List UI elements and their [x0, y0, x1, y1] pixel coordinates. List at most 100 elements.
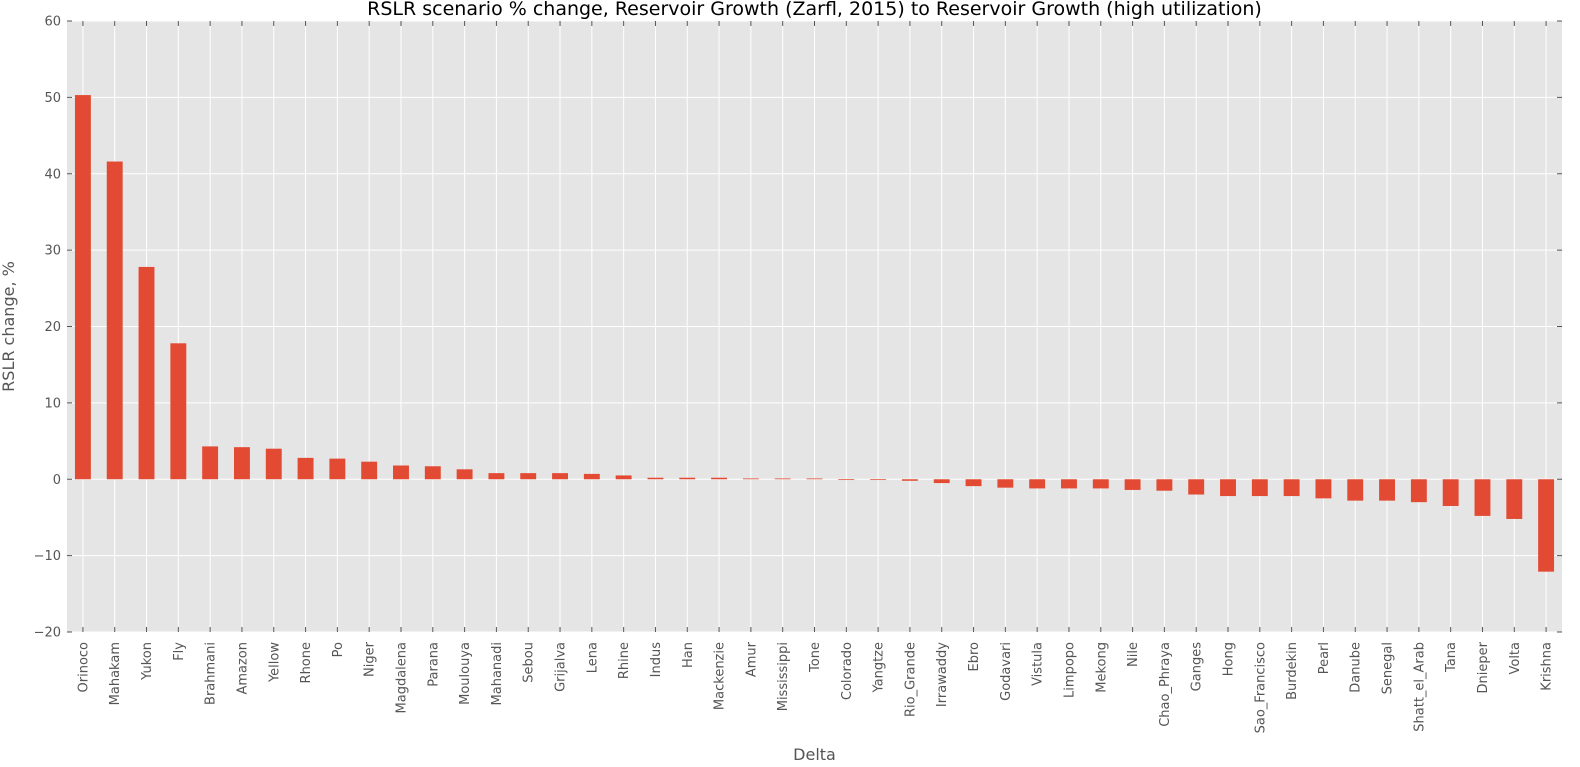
x-tick-label: Pearl: [1317, 642, 1332, 674]
bar-ebro: [965, 479, 982, 487]
bar-mekong: [1092, 479, 1109, 489]
x-tick-label: Sebou: [522, 642, 537, 683]
bar-brahmani: [202, 446, 219, 480]
x-tick-label: Lena: [585, 642, 600, 673]
x-tick-label: Ganges: [1190, 642, 1205, 692]
y-axis-label: RSLR change, %: [0, 261, 18, 392]
x-tick-label: Moulouya: [458, 642, 473, 705]
x-tick-label: Volta: [1508, 642, 1523, 675]
bar-orinoco: [74, 95, 91, 480]
x-tick-label: Yellow: [267, 642, 282, 683]
x-tick-label: Mackenzie: [713, 642, 728, 710]
bar-mississippi: [774, 478, 791, 480]
x-tick-label: Hong: [1222, 642, 1237, 676]
x-tick-label: Magdalena: [394, 642, 409, 713]
bar-magdalena: [393, 465, 409, 480]
x-tick-label: Colorado: [840, 642, 855, 700]
x-tick-label: Krishna: [1540, 642, 1555, 691]
y-tick-label: 30: [44, 244, 61, 259]
bar-han: [679, 477, 696, 480]
x-tick-label: Irrawaddy: [935, 642, 950, 707]
bar-grijalva: [552, 473, 568, 480]
bar-vistula: [1029, 479, 1046, 489]
x-tick-label: Po: [331, 642, 346, 657]
bar-volta: [1506, 479, 1523, 519]
bar-moulouya: [456, 469, 473, 480]
x-tick-label: Orinoco: [76, 642, 91, 693]
x-tick-label: Ebro: [967, 642, 982, 672]
y-tick-label: 0: [53, 473, 61, 488]
x-tick-label: Yangtze: [872, 642, 887, 694]
bar-dnieper: [1474, 479, 1491, 516]
x-tick-label: Mississippi: [776, 642, 791, 711]
bar-hong: [1220, 479, 1236, 497]
bar-mahanadi: [488, 473, 505, 480]
bar-amazon: [233, 447, 250, 480]
x-tick-label: Niger: [363, 641, 378, 677]
x-tick-label: Shatt_el_Arab: [1412, 642, 1427, 732]
bar-godavari: [997, 479, 1014, 488]
y-tick-label: 50: [44, 91, 61, 106]
bar-po: [329, 458, 346, 480]
bar-yukon: [138, 266, 155, 480]
bar-niger: [361, 461, 378, 480]
bars: [74, 95, 1555, 572]
bar-sao-francisco: [1251, 479, 1268, 497]
x-tick-label: Burdekin: [1285, 642, 1300, 700]
x-tick-label: Indus: [649, 642, 664, 678]
x-tick-label: Tana: [1444, 642, 1459, 673]
bar-fly: [170, 343, 187, 480]
bar-sebou: [520, 473, 537, 480]
x-axis-label: Delta: [793, 745, 836, 764]
x-tick-label: Brahmani: [204, 642, 219, 705]
x-tick-label: Mekong: [1094, 642, 1109, 693]
bar-burdekin: [1283, 479, 1300, 497]
bar-mackenzie: [711, 477, 728, 480]
bar-tana: [1442, 479, 1459, 506]
x-tick-label: Chao_Phraya: [1158, 642, 1173, 727]
x-tick-label: Tone: [808, 642, 823, 673]
chart-title: RSLR scenario % change, Reservoir Growth…: [367, 0, 1262, 20]
x-tick-label: Mahakam: [108, 642, 123, 705]
bar-mahakam: [106, 161, 123, 480]
bar-ganges: [1188, 479, 1205, 495]
bar-irrawaddy: [933, 479, 950, 484]
bar-yellow: [265, 448, 282, 480]
y-tick-label: 40: [44, 167, 61, 182]
bar-tone: [806, 478, 823, 480]
bar-chao-phraya: [1156, 479, 1173, 491]
bar-yangtze: [870, 479, 887, 481]
y-tick-label: 10: [44, 396, 61, 411]
x-tick-label: Yukon: [140, 642, 155, 681]
bar-lena: [583, 473, 600, 480]
bar-nile: [1124, 479, 1141, 490]
x-tick-label: Dnieper: [1476, 641, 1491, 693]
x-tick-label: Amazon: [235, 642, 250, 695]
bar-rhone: [297, 457, 314, 480]
bar-danube: [1347, 479, 1364, 501]
axes: −20 −10 0 10 20 30 40 50 60 Orinoco Mahakam Yukon Fl…: [34, 15, 1562, 733]
y-tick-label: 60: [44, 15, 61, 30]
x-tick-label: Senegal: [1381, 642, 1396, 694]
bar-shatt-el-arab: [1410, 479, 1427, 503]
x-tick-label: Rhine: [617, 642, 632, 679]
x-tick-label: Nile: [1126, 642, 1141, 667]
x-tick-label: Mahanadi: [490, 642, 505, 705]
y-tick-label: −10: [34, 549, 61, 564]
bar-krishna: [1538, 479, 1555, 572]
bar-indus: [647, 477, 664, 480]
x-tick-label: Rhone: [299, 642, 314, 683]
x-tick-label: Fly: [172, 642, 187, 661]
bar-rhine: [615, 475, 632, 480]
x-tick-label: Godavari: [999, 642, 1014, 701]
bar-rio-grande: [901, 479, 918, 481]
bar-pearl: [1315, 479, 1332, 499]
x-tick-label: Limpopo: [1062, 642, 1077, 698]
bar-amur: [742, 478, 759, 480]
y-tick-label: 20: [44, 320, 61, 335]
x-tick-label: Vistula: [1031, 642, 1046, 686]
y-tick-label: −20: [34, 626, 61, 641]
bar-limpopo: [1061, 479, 1077, 489]
